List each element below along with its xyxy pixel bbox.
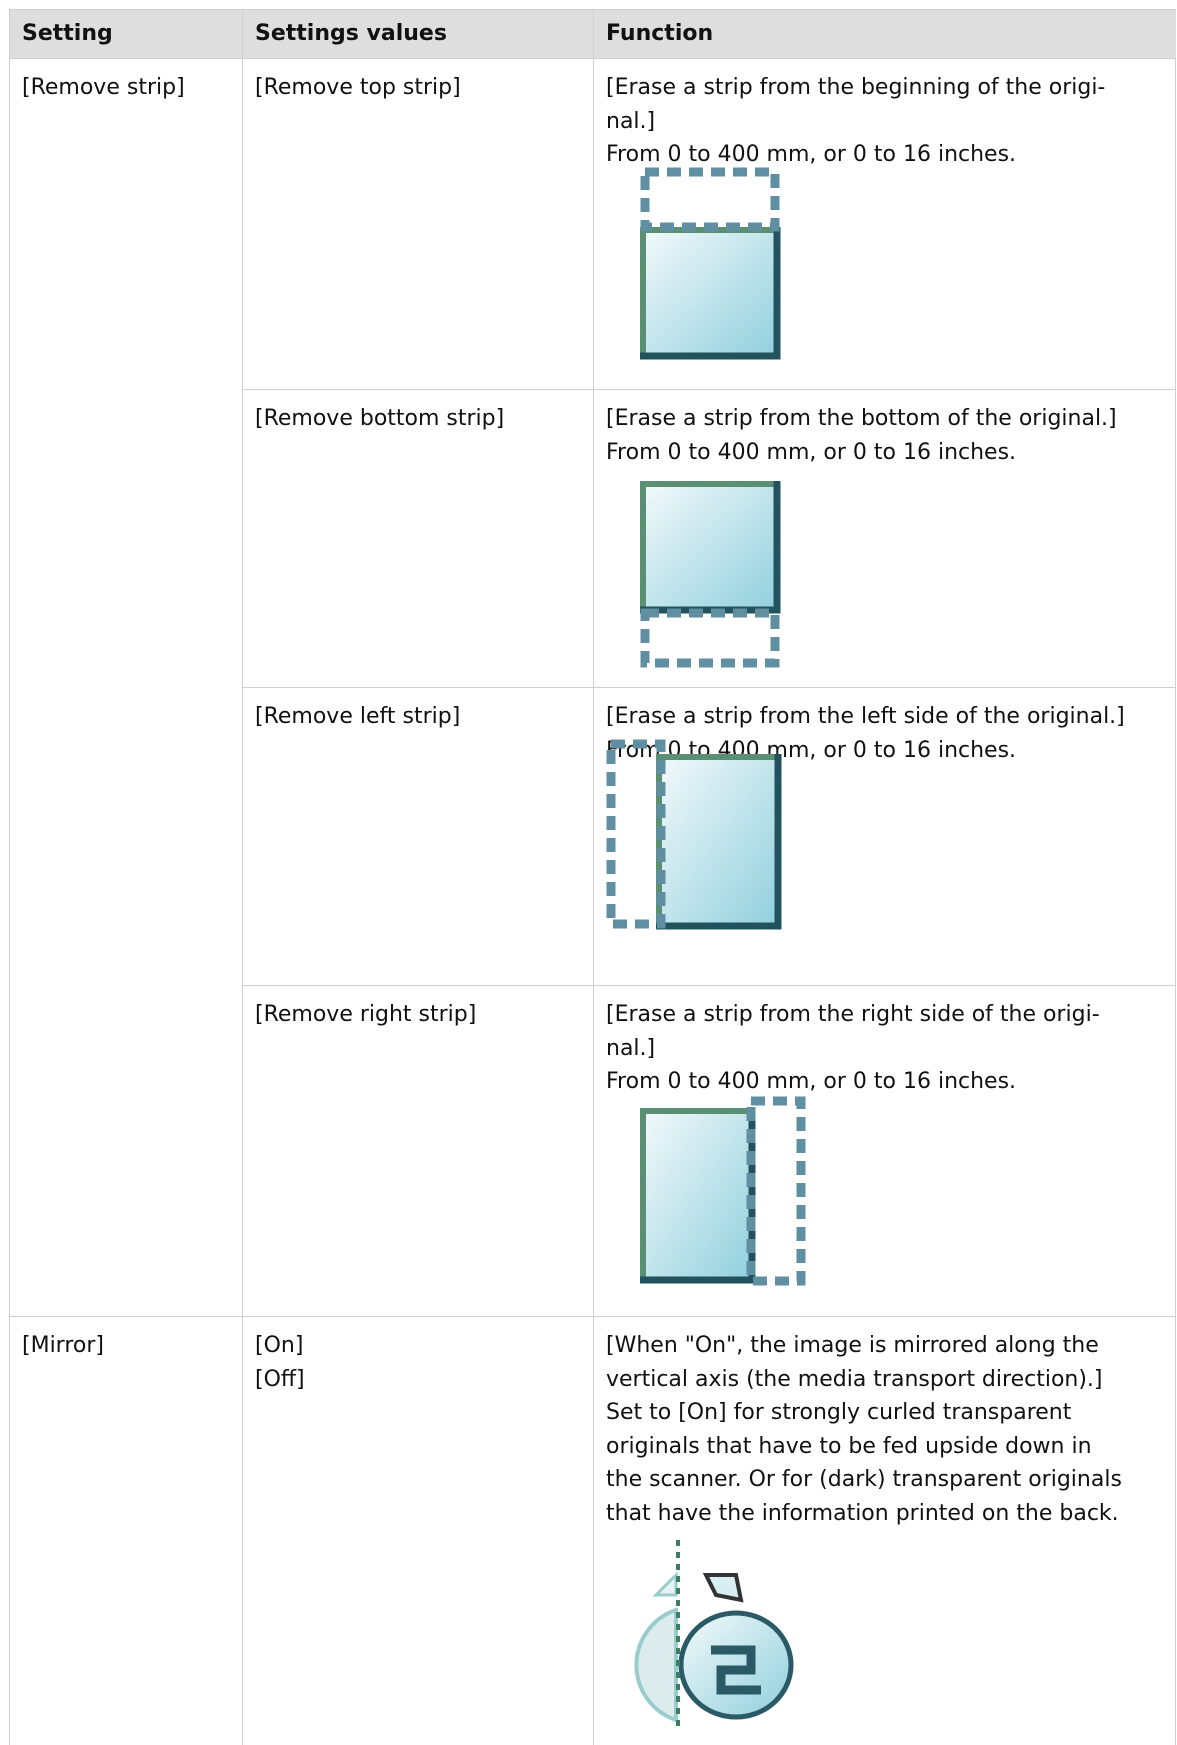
header-cell: Setting bbox=[9, 9, 242, 58]
function-text: [When "On", the image is mirrored along … bbox=[606, 1333, 1099, 1358]
value-text: [Remove top strip] bbox=[255, 75, 461, 100]
header-cell: Function bbox=[593, 9, 1176, 58]
function-text: [Erase a strip from the beginning of the… bbox=[606, 75, 1106, 100]
value-text: [Remove right strip] bbox=[255, 1002, 477, 1027]
function-text: [Erase a strip from the left side of the… bbox=[606, 704, 1125, 729]
function-text: Set to [On] for strongly curled transpar… bbox=[606, 1400, 1072, 1425]
setting-cell: [Mirror] bbox=[9, 1316, 242, 1745]
function-text: the scanner. Or for (dark) transparent o… bbox=[606, 1467, 1122, 1492]
value-text: [Off] bbox=[255, 1366, 305, 1392]
values-cell: [On] [Off] bbox=[242, 1316, 593, 1745]
setting-text: [Remove strip] bbox=[22, 75, 185, 100]
value-text: [Remove left strip] bbox=[255, 704, 461, 729]
header-text: Function bbox=[606, 21, 714, 46]
function-text: From 0 to 400 mm, or 0 to 16 inches. bbox=[606, 142, 1017, 167]
function-text: originals that have to be fed upside dow… bbox=[606, 1433, 1092, 1459]
function-text: From 0 to 400 mm, or 0 to 16 inches. bbox=[606, 439, 1017, 465]
values-cell: [Remove right strip] bbox=[242, 985, 593, 1316]
header-cell: Settings values bbox=[242, 9, 593, 58]
function-text: nal.] bbox=[606, 1035, 656, 1061]
setting-text: [Mirror] bbox=[22, 1333, 104, 1358]
values-cell: [Remove left strip] bbox=[242, 687, 593, 985]
function-text: nal.] bbox=[606, 108, 656, 134]
illustration bbox=[640, 481, 781, 668]
function-text: that have the information printed on the… bbox=[606, 1500, 1119, 1526]
illustration bbox=[640, 167, 781, 359]
function-text: [Erase a strip from the right side of th… bbox=[606, 1002, 1100, 1027]
function-cell: [When "On", the image is mirrored along … bbox=[593, 1316, 1176, 1745]
illustration bbox=[634, 1540, 794, 1730]
setting-cell: [Remove strip] bbox=[9, 58, 242, 1316]
value-text: [Remove bottom strip] bbox=[255, 406, 505, 431]
header-text: Settings values bbox=[255, 21, 447, 46]
function-text: vertical axis (the media transport direc… bbox=[606, 1366, 1103, 1392]
values-cell: [Remove bottom strip] bbox=[242, 389, 593, 687]
value-text: [On] bbox=[255, 1333, 304, 1358]
header-text: Setting bbox=[22, 21, 113, 46]
values-cell: [Remove top strip] bbox=[242, 58, 593, 389]
function-cell: [Erase a strip from the beginning of the… bbox=[593, 58, 1176, 389]
illustration bbox=[606, 739, 782, 930]
function-cell: [Erase a strip from the bottom of the or… bbox=[593, 389, 1176, 687]
function-text: [Erase a strip from the bottom of the or… bbox=[606, 406, 1117, 431]
function-cell: [Erase a strip from the right side of th… bbox=[593, 985, 1176, 1316]
function-text: From 0 to 400 mm, or 0 to 16 inches. bbox=[606, 1069, 1017, 1094]
illustration bbox=[640, 1096, 806, 1285]
